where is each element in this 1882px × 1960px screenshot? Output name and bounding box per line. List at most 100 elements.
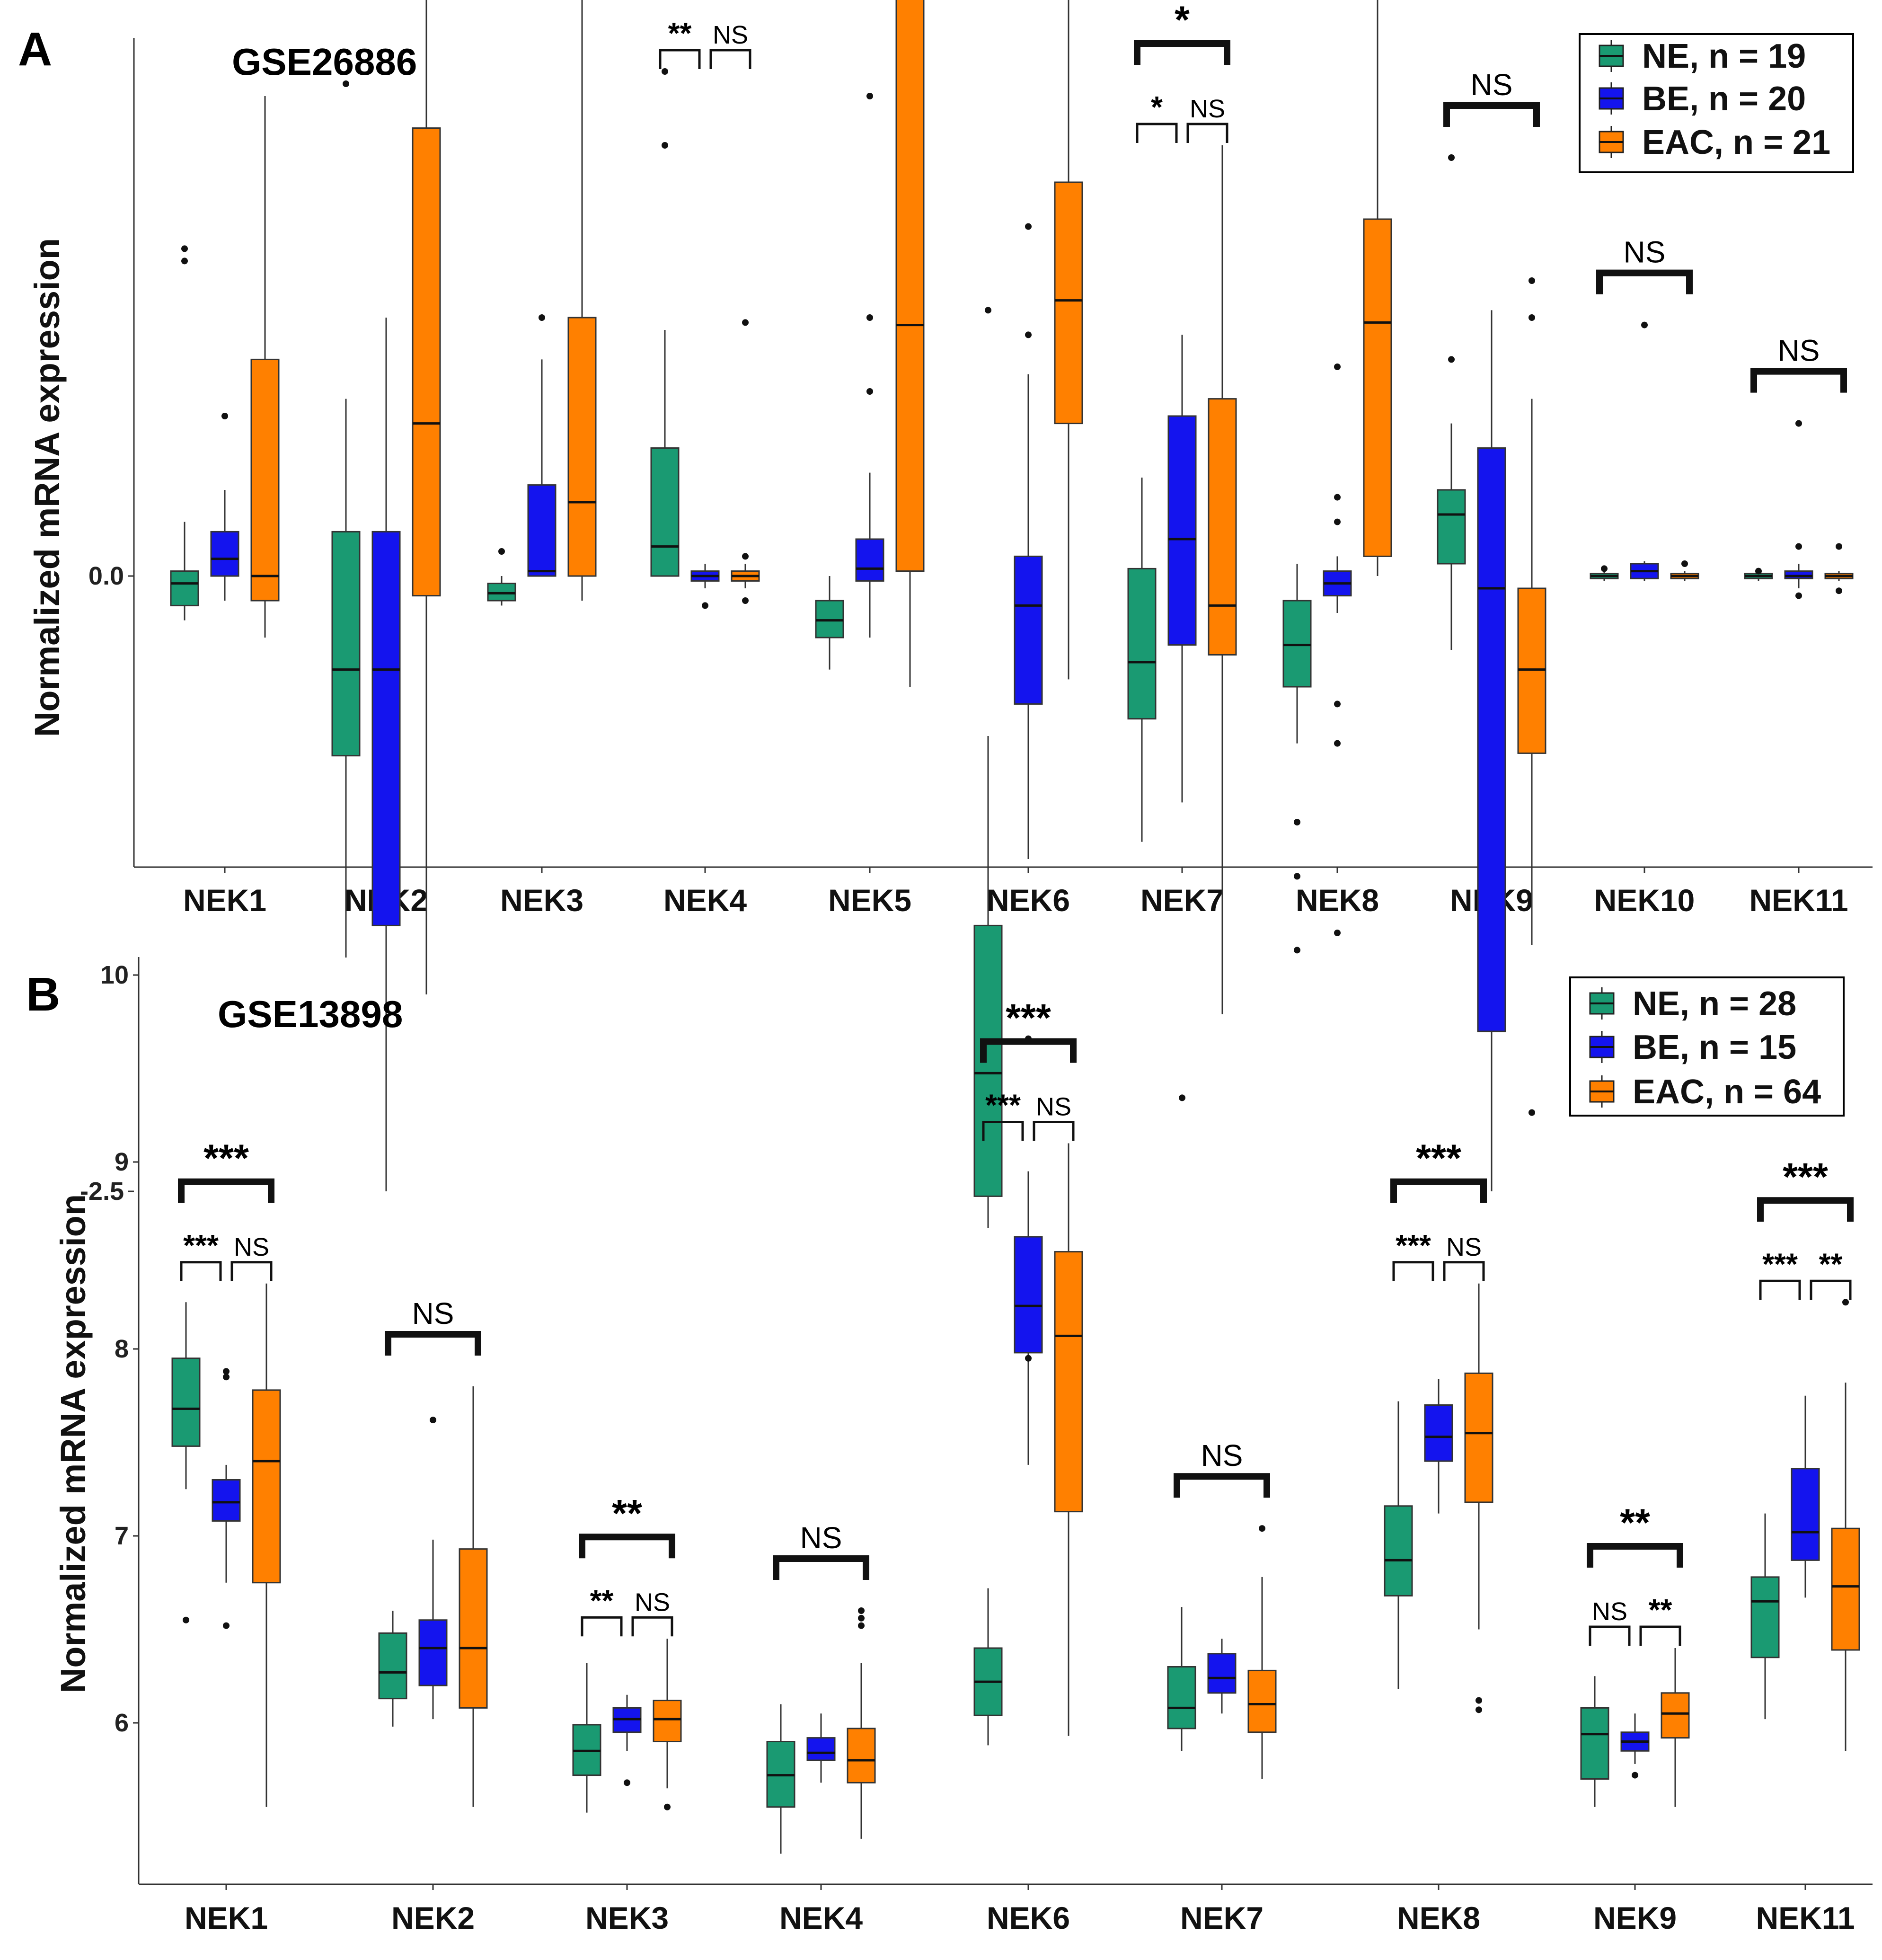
x-tick-label: NEK6 (987, 1900, 1070, 1935)
main-significance-label: *** (203, 1137, 249, 1180)
outlier-point (1529, 277, 1535, 284)
x-tick-label: NEK4 (663, 883, 747, 918)
pairwise-significance-label: NS (1446, 1233, 1482, 1261)
x-tick-label: NEK3 (500, 883, 583, 918)
box-ne (171, 1357, 201, 1447)
box-be (418, 1619, 448, 1686)
main-bracket (1587, 1543, 1683, 1568)
main-bracket (579, 1534, 675, 1559)
main-significance-label: *** (1783, 1155, 1828, 1198)
pairwise-significance-label: ** (1819, 1247, 1843, 1281)
box-eac (250, 358, 280, 602)
outlier-point (662, 142, 668, 149)
box-be (212, 1479, 241, 1522)
x-tick-label: NEK11 (1756, 1900, 1855, 1935)
pairwise-bracket (1759, 1279, 1801, 1300)
outlier-point (1795, 543, 1802, 550)
main-bracket (1596, 269, 1693, 294)
gene-group-nek6: NEK6 *** NS *** (973, 997, 1083, 1935)
main-bracket (1134, 40, 1230, 65)
pairwise-bracket (581, 1616, 623, 1637)
outlier-point (866, 93, 873, 99)
gene-group-nek1: NEK1NS (170, 96, 280, 918)
panel-b: B GSE13898 Normalized mRNA expression 6 7… (26, 957, 1873, 1935)
main-significance-label: NS (1778, 334, 1820, 368)
gene-group-nek10: NEK10 NS (1590, 235, 1699, 918)
gene-group-nek3: NEK3***NS*** (487, 0, 597, 918)
outlier-point (1632, 1772, 1638, 1779)
gene-group-nek1: NEK1 *** NS *** (171, 1137, 281, 1935)
box-ne (487, 583, 516, 602)
main-significance-label: NS (1471, 68, 1513, 102)
gene-group-nek3: NEK3 ** NS ** (572, 1492, 682, 1935)
gene-group-nek8: NEK8******** (1282, 0, 1392, 954)
x-tick-label: NEK8 (1397, 1900, 1480, 1935)
main-bracket (773, 1555, 869, 1580)
pairwise-bracket (709, 49, 751, 69)
pairwise-significance-label: *** (985, 1088, 1021, 1122)
box-eac (1661, 1692, 1690, 1739)
box-eac (1517, 587, 1546, 754)
outlier-point (1601, 565, 1608, 572)
pairwise-significance-label: NS (1036, 1093, 1071, 1121)
main-bracket (1750, 368, 1847, 393)
outlier-point (1448, 154, 1455, 161)
outlier-point (1755, 568, 1762, 575)
outlier-point (223, 1622, 230, 1629)
box-eac (653, 1700, 682, 1743)
main-bracket (1757, 1197, 1854, 1222)
pairwise-bracket (1033, 1121, 1075, 1141)
box-ne (1437, 489, 1466, 565)
box-be (1167, 415, 1197, 646)
main-significance-label: NS (1201, 1438, 1243, 1472)
pairwise-significance-label: ** (1649, 1593, 1672, 1627)
box-eac (1247, 1669, 1277, 1733)
gene-group-nek4: NEK4 NS (766, 1521, 876, 1935)
outlier-point (498, 548, 505, 555)
gene-group-nek7: NEK7 NS (1167, 1438, 1277, 1935)
outlier-point (223, 1368, 230, 1375)
gene-group-nek11: NEK11*** ***** (1750, 1155, 1860, 1935)
outlier-point (181, 257, 188, 265)
gene-group-nek2: NEK2 NS (378, 1296, 488, 1935)
box-eac (1363, 218, 1392, 557)
y-tick-label: 7 (115, 1522, 129, 1550)
panel-a: A GSE26886 Normalized mRNA expression -2… (18, 0, 1873, 1228)
pairwise-bracket (1136, 123, 1178, 143)
box-eac (1208, 398, 1237, 656)
box-be (210, 531, 239, 577)
box-ne (378, 1632, 407, 1700)
outlier-point (1529, 1109, 1535, 1116)
x-tick-label: NEK3 (585, 1900, 669, 1935)
panel-b-legend (1569, 976, 1845, 1117)
box-ne (331, 531, 361, 757)
pairwise-bracket (1810, 1279, 1852, 1300)
gene-group-nek9: NEK9 NS ** ** (1580, 1501, 1690, 1935)
outlier-point (702, 602, 708, 609)
box-eac (1464, 1372, 1493, 1503)
pairwise-bracket (1186, 123, 1228, 143)
pairwise-significance-label: NS (713, 21, 748, 49)
gene-group-nek7: NEK7 * NS * (1127, 0, 1237, 1101)
x-tick-label: NEK8 (1296, 883, 1379, 918)
outlier-point (1795, 420, 1802, 427)
pairwise-significance-label: *** (1762, 1247, 1798, 1281)
outlier-point (1294, 947, 1300, 954)
main-bracket (1443, 102, 1540, 127)
main-bracket (1390, 1178, 1487, 1203)
panel-a-legend (1579, 33, 1854, 173)
panel-a-title: GSE26886 (232, 41, 417, 83)
gene-group-nek8: NEK8 *** NS *** (1384, 1137, 1493, 1935)
outlier-point (1334, 740, 1341, 747)
outlier-point (1476, 1706, 1482, 1713)
panel-b-y-axis-label: Normalized mRNA expression (53, 1194, 93, 1693)
pairwise-bracket (982, 1121, 1024, 1141)
outlier-point (1836, 543, 1842, 550)
main-significance-label: *** (1006, 997, 1051, 1040)
pairwise-bracket (230, 1261, 273, 1281)
outlier-point (1179, 1094, 1185, 1101)
outlier-point (1448, 356, 1455, 363)
box-ne (973, 924, 1003, 1197)
